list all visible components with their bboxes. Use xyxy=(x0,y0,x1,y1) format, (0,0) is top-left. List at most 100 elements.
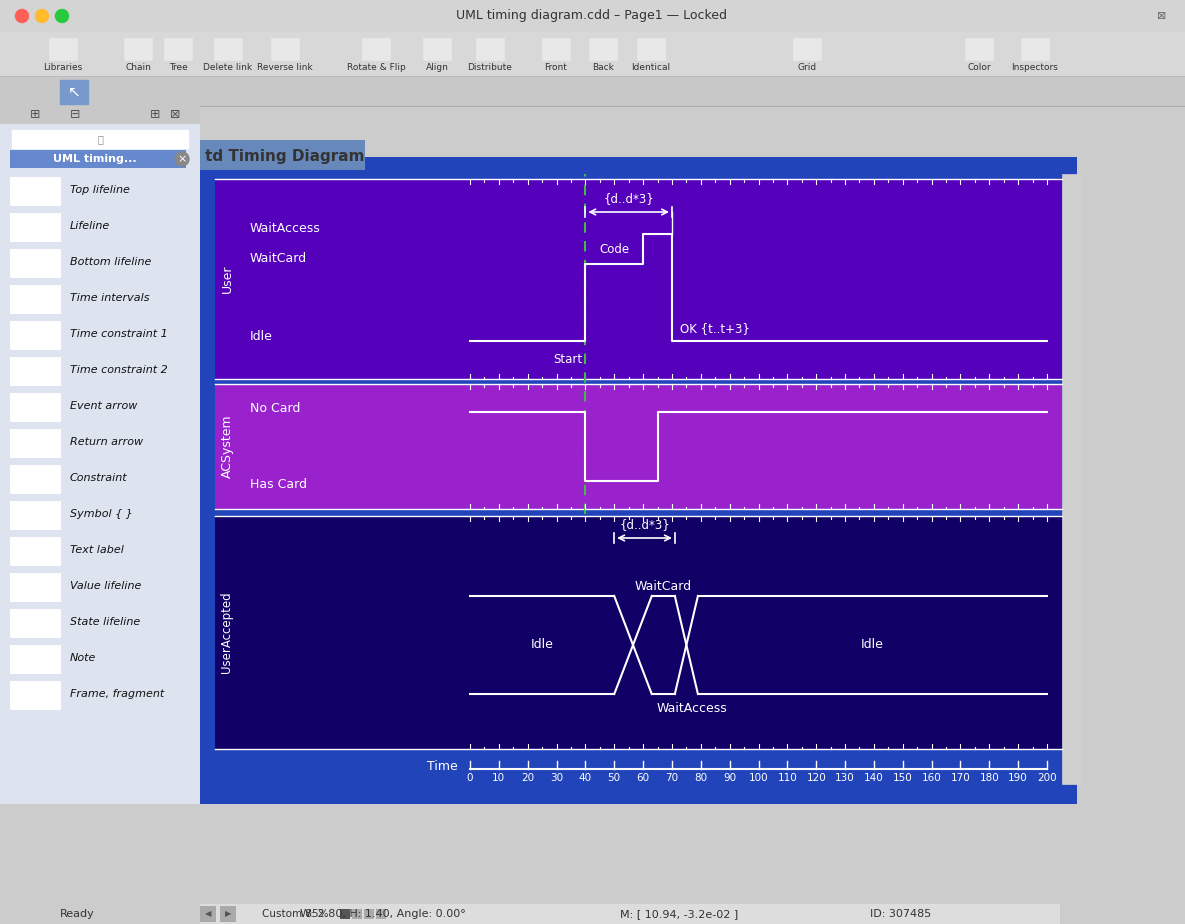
Text: Identical: Identical xyxy=(632,64,671,72)
Bar xyxy=(361,38,390,60)
Text: Start: Start xyxy=(553,353,582,366)
Text: ▶: ▶ xyxy=(225,909,231,918)
Bar xyxy=(9,465,60,493)
Text: 110: 110 xyxy=(777,773,798,783)
Text: UserAccepted: UserAccepted xyxy=(220,591,233,674)
Bar xyxy=(589,38,617,60)
Bar xyxy=(1021,38,1049,60)
Bar xyxy=(214,516,1062,749)
Bar xyxy=(164,38,192,60)
Circle shape xyxy=(15,9,28,22)
Bar xyxy=(0,32,1185,76)
Text: ACSystem: ACSystem xyxy=(220,415,233,479)
Text: Inspectors: Inspectors xyxy=(1012,64,1058,72)
Text: OK {t..t+3}: OK {t..t+3} xyxy=(680,322,750,335)
Text: Has Card: Has Card xyxy=(250,479,307,492)
Text: Delete link: Delete link xyxy=(204,64,252,72)
Text: 10: 10 xyxy=(492,773,506,783)
Text: Value lifeline: Value lifeline xyxy=(70,581,141,591)
Bar xyxy=(423,38,451,60)
Text: Front: Front xyxy=(545,64,568,72)
Bar xyxy=(220,906,236,922)
Text: 150: 150 xyxy=(892,773,912,783)
Text: {d..d*3}: {d..d*3} xyxy=(603,192,654,205)
Bar xyxy=(9,150,186,168)
Text: Chain: Chain xyxy=(126,64,150,72)
Bar xyxy=(965,38,993,60)
Text: 70: 70 xyxy=(666,773,679,783)
Bar xyxy=(9,573,60,601)
Text: 80: 80 xyxy=(694,773,707,783)
Bar xyxy=(214,179,1062,379)
Bar xyxy=(340,909,350,919)
Text: Code: Code xyxy=(600,243,629,256)
Bar xyxy=(9,285,60,313)
Text: ⊠: ⊠ xyxy=(169,108,180,121)
Text: Time constraint 1: Time constraint 1 xyxy=(70,329,168,339)
Bar xyxy=(9,393,60,421)
Text: WaitAccess: WaitAccess xyxy=(250,223,321,236)
Text: W: 2.80, H: 1.40, Angle: 0.00°: W: 2.80, H: 1.40, Angle: 0.00° xyxy=(300,909,466,919)
Text: ⊞: ⊞ xyxy=(149,108,160,121)
Bar xyxy=(200,157,1077,804)
Text: 190: 190 xyxy=(1008,773,1029,783)
Bar xyxy=(200,904,1061,924)
Circle shape xyxy=(36,9,49,22)
Text: ⊞: ⊞ xyxy=(30,108,40,121)
Text: 170: 170 xyxy=(950,773,971,783)
Text: td Timing Diagram: td Timing Diagram xyxy=(205,149,365,164)
Text: User: User xyxy=(220,265,233,293)
Bar xyxy=(9,501,60,529)
Text: 50: 50 xyxy=(608,773,621,783)
Text: 100: 100 xyxy=(749,773,768,783)
Bar xyxy=(9,609,60,637)
Text: Event arrow: Event arrow xyxy=(70,401,137,411)
Text: 140: 140 xyxy=(864,773,884,783)
Text: Text label: Text label xyxy=(70,545,124,555)
Text: Return arrow: Return arrow xyxy=(70,437,143,447)
Text: Back: Back xyxy=(592,64,614,72)
Text: Bottom lifeline: Bottom lifeline xyxy=(70,257,152,267)
Bar xyxy=(271,38,299,60)
Text: ↖: ↖ xyxy=(68,84,81,100)
Text: 200: 200 xyxy=(1037,773,1057,783)
Circle shape xyxy=(175,152,188,166)
Bar xyxy=(638,38,665,60)
Text: Time intervals: Time intervals xyxy=(70,293,149,303)
Text: No Card: No Card xyxy=(250,402,300,415)
Bar xyxy=(0,106,200,124)
Bar xyxy=(9,249,60,277)
Bar xyxy=(352,909,361,919)
Text: 180: 180 xyxy=(980,773,999,783)
Bar xyxy=(60,80,88,104)
Text: 60: 60 xyxy=(636,773,649,783)
Bar xyxy=(1062,174,1080,784)
Text: Color: Color xyxy=(967,64,991,72)
Bar xyxy=(9,645,60,673)
Text: Tree: Tree xyxy=(168,64,187,72)
Text: Reverse link: Reverse link xyxy=(257,64,313,72)
Bar xyxy=(9,357,60,385)
Text: Ready: Ready xyxy=(60,909,95,919)
Text: Symbol { }: Symbol { } xyxy=(70,509,133,519)
Text: Grid: Grid xyxy=(798,64,816,72)
Bar xyxy=(200,140,365,170)
Text: 0: 0 xyxy=(467,773,473,783)
Bar xyxy=(9,681,60,709)
Text: ◀: ◀ xyxy=(205,909,211,918)
Text: Distribute: Distribute xyxy=(468,64,512,72)
Text: 🔍: 🔍 xyxy=(97,134,103,144)
Bar xyxy=(124,38,152,60)
Text: Libraries: Libraries xyxy=(44,64,83,72)
Text: WaitCard: WaitCard xyxy=(250,252,307,265)
Text: UML timing diagram.cdd – Page1 — Locked: UML timing diagram.cdd – Page1 — Locked xyxy=(456,9,728,22)
Bar xyxy=(0,0,1185,32)
Bar xyxy=(214,38,242,60)
Bar xyxy=(0,106,200,804)
Bar xyxy=(476,38,504,60)
Text: State lifeline: State lifeline xyxy=(70,617,140,627)
Bar xyxy=(12,130,188,148)
Text: Time constraint 2: Time constraint 2 xyxy=(70,365,168,375)
Bar xyxy=(0,77,1185,106)
Text: WaitCard: WaitCard xyxy=(635,579,692,592)
